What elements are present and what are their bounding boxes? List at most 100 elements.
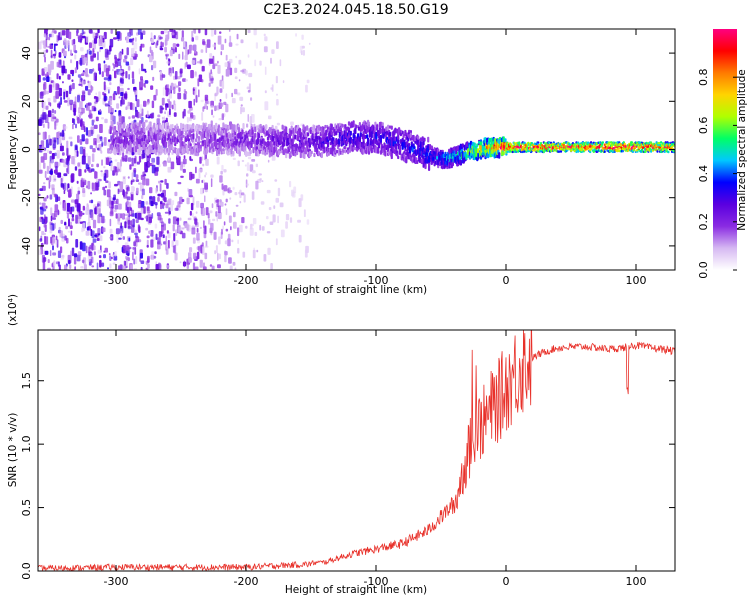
spectrogram-cell — [45, 49, 49, 53]
spectrogram-cell — [56, 61, 59, 68]
spectrogram-cell — [59, 201, 62, 205]
spectrogram-cell — [112, 253, 115, 260]
spectrogram-cell — [170, 83, 174, 91]
spectrogram-cell — [119, 225, 124, 234]
spectrogram-cell — [67, 230, 72, 233]
spectrogram-cell — [66, 212, 70, 219]
spectrogram-cell — [218, 253, 221, 260]
spectrogram-cell — [45, 105, 49, 110]
spectrogram-cell — [253, 29, 257, 36]
spectrogram-cell — [132, 246, 135, 250]
spectrogram-cell — [114, 148, 117, 156]
spectrogram-cell — [188, 100, 192, 109]
spectrogram-cell — [87, 180, 91, 190]
spectrogram-cell — [191, 227, 196, 235]
spectrogram-cell — [119, 60, 122, 63]
spectrogram-cell — [258, 173, 262, 176]
spectrogram-cell — [94, 170, 97, 179]
spectrogram-cell — [98, 91, 101, 100]
spectrogram-cell — [92, 68, 95, 72]
spectrogram-cell — [140, 260, 145, 264]
spectrogram-cell — [261, 180, 264, 183]
spectrogram-cell — [56, 73, 59, 80]
spectrogram-cell — [121, 246, 124, 253]
spectrogram-cell — [388, 131, 392, 137]
spectrogram-cell — [69, 188, 72, 195]
spectrogram-cell — [349, 130, 352, 136]
spectrogram-cell — [163, 29, 168, 34]
spectrogram-cell — [132, 251, 134, 261]
spectrogram-cell — [299, 45, 303, 54]
spectrogram-cell — [233, 124, 236, 130]
spectrogram-cell — [109, 255, 112, 261]
spectrogram-cell — [198, 29, 201, 34]
spectrogram-cell — [304, 126, 307, 132]
spectrogram-cell — [62, 81, 64, 84]
spectrogram-cell — [60, 30, 62, 38]
spectrogram-cell — [74, 199, 79, 204]
spectrogram-cell — [108, 106, 112, 114]
spectrogram-cell — [113, 165, 117, 174]
spectrogram-cell — [138, 226, 141, 233]
spectrogram-cell — [109, 38, 114, 48]
spectrogram-cell — [192, 88, 195, 91]
spectrogram-cell — [237, 132, 240, 139]
spectrogram-cell — [139, 113, 142, 119]
spectrogram-cell — [219, 31, 222, 34]
spectrogram-cell — [88, 109, 92, 119]
spectrogram-cell — [133, 134, 136, 141]
spectrogram-cell — [245, 70, 248, 76]
spectrogram-cell — [118, 52, 122, 61]
spectrogram-cell — [110, 114, 114, 121]
spectrogram-cell — [215, 211, 218, 217]
spectrogram-cell — [109, 263, 112, 269]
spectrogram-cell — [131, 152, 135, 156]
spectrogram-cell — [100, 35, 102, 40]
spectrogram-cell — [169, 124, 172, 129]
spectrogram-cell — [39, 91, 44, 99]
spectrogram-cell — [186, 148, 189, 155]
spectrogram-cell — [117, 188, 120, 195]
spectrogram-cell — [85, 230, 90, 236]
spectrogram-cell — [45, 177, 50, 181]
spectrogram-cell — [305, 138, 308, 142]
spectrogram-cell — [93, 124, 98, 129]
spectrogram-cell — [79, 139, 83, 145]
spectrogram-cell — [667, 150, 670, 154]
spectrogram-cell — [146, 206, 150, 212]
spectrogram-cell — [220, 44, 224, 51]
spectrogram-cell — [102, 37, 105, 43]
spectrogram-cell — [111, 107, 114, 114]
snr-panel: -300 -200 -100 0 100 0.00.51.01.5 Height of … — [7, 294, 676, 596]
spectrogram-cell — [114, 61, 119, 68]
spectrogram-cell — [82, 146, 86, 150]
spectrogram-cell — [108, 200, 112, 209]
spectrogram-cell — [252, 147, 255, 154]
spectrogram-cell — [127, 206, 129, 213]
spectrogram-cell — [52, 245, 54, 251]
spectrogram-x-label: Height of straight line (km) — [285, 284, 427, 296]
spectrogram-cell — [169, 108, 171, 116]
spectrogram-cell — [127, 176, 130, 179]
spectrogram-cell — [155, 89, 158, 96]
spectrogram-cell — [88, 42, 92, 49]
spectrogram-cell — [54, 121, 57, 130]
spectrogram-cell — [88, 251, 93, 257]
spectrogram-cell — [76, 254, 81, 262]
spectrogram-cell — [44, 73, 48, 77]
spectrogram-cell — [81, 259, 85, 263]
spectrogram-cell — [219, 88, 223, 93]
colorbar-tick-label: 0.8 — [697, 68, 710, 86]
spectrogram-cell — [397, 155, 400, 160]
spectrogram-cell — [97, 228, 101, 235]
spectrogram-cell — [271, 144, 274, 151]
spectrogram-cell — [238, 191, 241, 195]
spectrogram-cell — [57, 131, 61, 139]
spectrogram-cell — [216, 149, 219, 156]
spectrogram-cell — [103, 60, 106, 64]
spectrogram-cell — [191, 148, 194, 155]
spectrogram-cell — [100, 150, 103, 154]
spectrogram-cell — [249, 227, 254, 236]
spectrogram-cell — [106, 199, 110, 207]
spectrogram-cell — [113, 255, 118, 261]
